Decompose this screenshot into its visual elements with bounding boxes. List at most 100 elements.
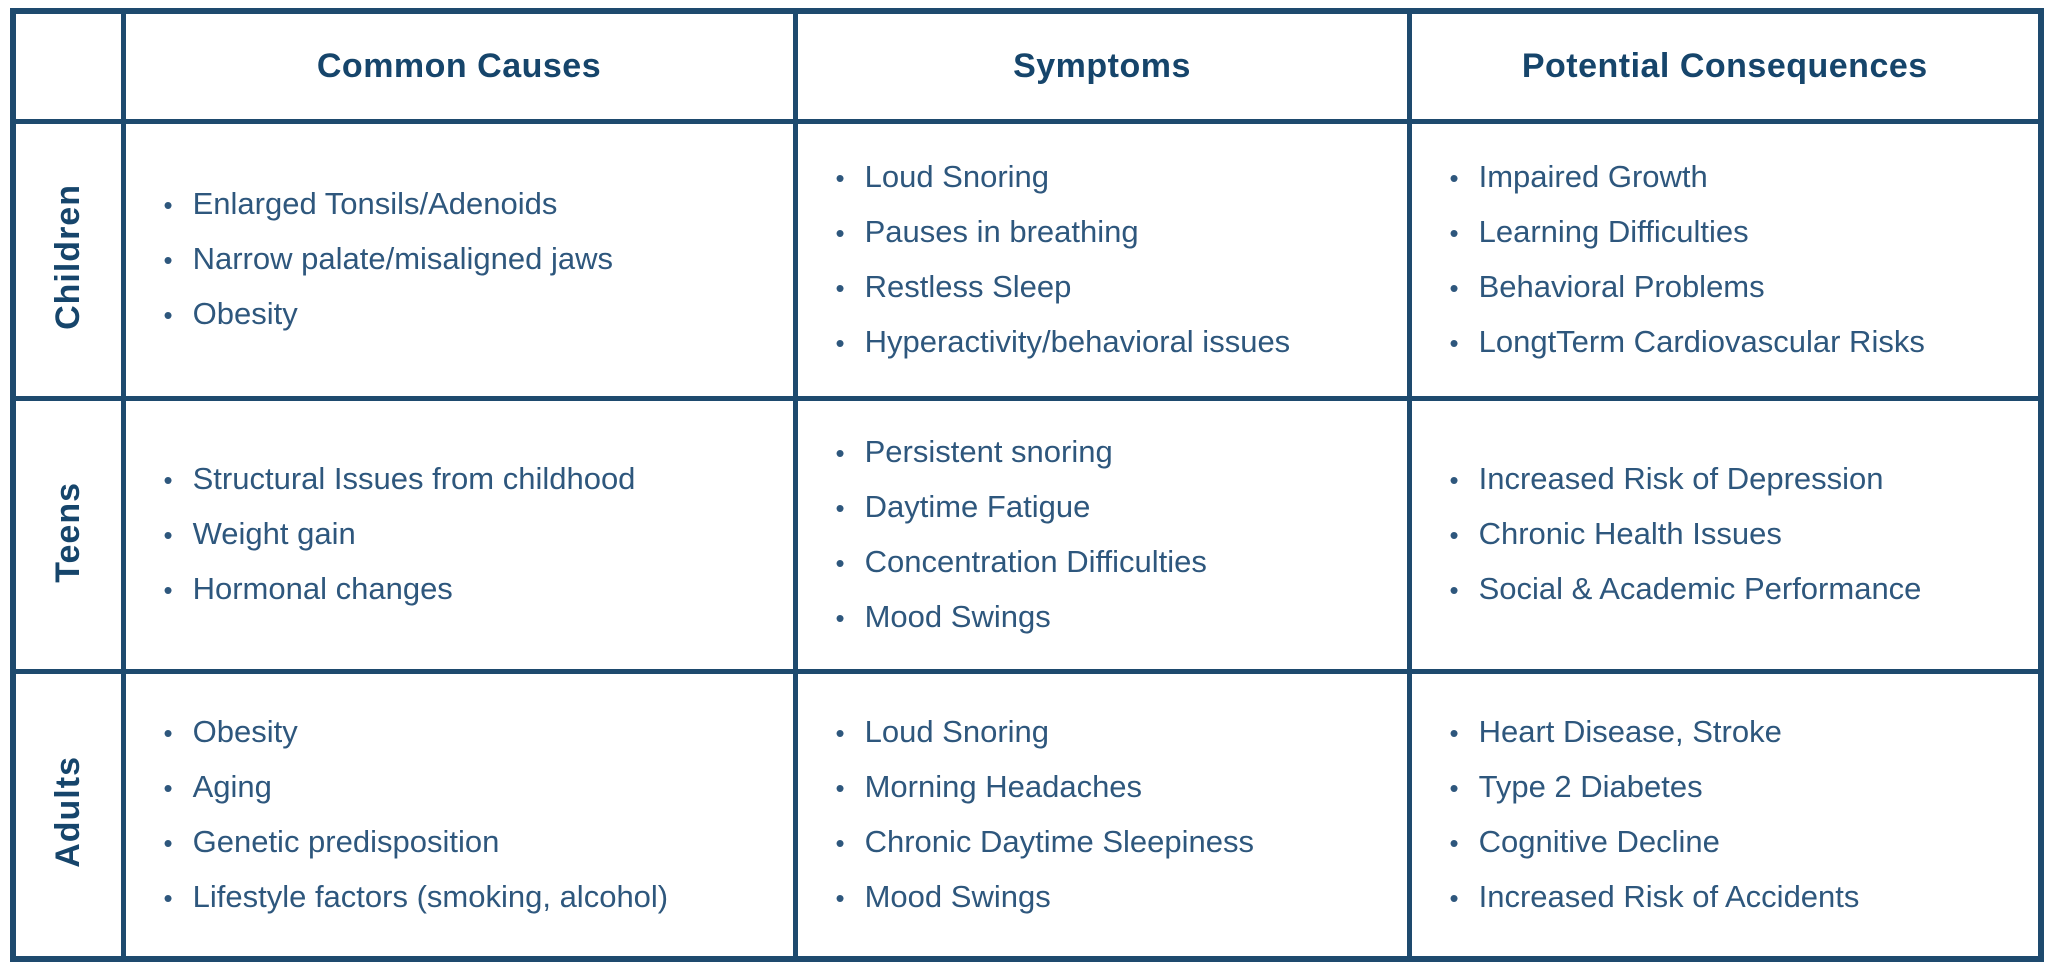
bullet-list: • Loud Snoring • Pauses in breathing • Restle… — [836, 150, 1397, 370]
list-item: • Learning Difficulties — [1450, 205, 2029, 260]
list-item-text: Chronic Health Issues — [1478, 516, 1782, 551]
list-item-text: Hormonal changes — [192, 571, 453, 606]
bullet-icon: • — [1449, 717, 1459, 748]
bullet-list: • Increased Risk of Depression • Chronic He… — [1450, 452, 2029, 617]
bullet-icon: • — [163, 245, 173, 275]
list-item: • Pauses in breathing — [836, 205, 1397, 260]
info-table-wrapper: Common Causes Symptoms Potential Consequ… — [10, 8, 2044, 962]
list-item-text: Social & Academic Performance — [1478, 571, 1922, 606]
cell-adults-potential-consequences: • Heart Disease, Stroke • Type 2 Diabetes • C… — [1406, 668, 2044, 962]
bullet-icon: • — [163, 882, 173, 913]
bullet-icon: • — [1449, 162, 1459, 193]
bullet-list: • Structural Issues from childhood • Weight… — [164, 452, 783, 617]
list-item-text: Behavioral Problems — [1478, 268, 1765, 304]
bullet-icon: • — [1449, 327, 1459, 358]
list-item-text: Pauses in breathing — [864, 213, 1139, 249]
list-item-text: Narrow palate/misaligned jaws — [192, 241, 614, 276]
list-item: • Structural Issues from childhood — [164, 452, 783, 507]
bullet-icon: • — [163, 520, 173, 550]
list-item-text: Obesity — [192, 713, 298, 749]
list-item: • Loud Snoring — [836, 705, 1397, 760]
bullet-icon: • — [835, 827, 845, 858]
bullet-icon: • — [835, 437, 845, 468]
list-item-text: Hyperactivity/behavioral issues — [864, 323, 1291, 359]
header-row: Common Causes Symptoms Potential Consequ… — [10, 8, 2044, 124]
list-item: • Aging — [164, 760, 783, 815]
list-item-text: Daytime Fatigue — [864, 488, 1091, 524]
bullet-list: • Enlarged Tonsils/Adenoids • Narrow palate… — [164, 177, 783, 342]
list-item-text: Cognitive Decline — [1478, 823, 1720, 859]
cell-adults-common-causes: • Obesity • Aging • Genetic predisposition • Li… — [120, 668, 798, 962]
list-item: • Social & Academic Performance — [1450, 562, 2029, 617]
list-item-text: Heart Disease, Stroke — [1478, 713, 1782, 749]
sleep-apnea-age-table: Common Causes Symptoms Potential Consequ… — [10, 8, 2044, 962]
list-item-text: Genetic predisposition — [192, 823, 500, 859]
list-item-text: Loud Snoring — [864, 158, 1050, 194]
list-item-text: Restless Sleep — [864, 268, 1072, 304]
column-header-potential-consequences: Potential Consequences — [1406, 8, 2044, 124]
list-item: • Concentration Difficulties — [836, 535, 1397, 590]
list-item-text: Enlarged Tonsils/Adenoids — [192, 186, 558, 221]
list-item-text: Impaired Growth — [1478, 158, 1708, 194]
bullet-icon: • — [835, 327, 845, 358]
list-item-text: Loud Snoring — [864, 713, 1050, 749]
column-header-common-causes: Common Causes — [120, 8, 798, 124]
list-item: • Narrow palate/misaligned jaws — [164, 232, 783, 287]
bullet-icon: • — [163, 717, 173, 748]
bullet-list: • Impaired Growth • Learning Difficulties • B… — [1450, 150, 2029, 370]
bullet-icon: • — [835, 882, 845, 913]
cell-children-common-causes: • Enlarged Tonsils/Adenoids • Narrow palate… — [120, 118, 798, 401]
bullet-list: • Obesity • Aging • Genetic predisposition • Li… — [164, 705, 783, 925]
list-item: • Chronic Daytime Sleepiness — [836, 815, 1397, 870]
list-item: • Obesity — [164, 705, 783, 760]
list-item: • Chronic Health Issues — [1450, 507, 2029, 562]
list-item: • Weight gain — [164, 507, 783, 562]
bullet-list: • Persistent snoring • Daytime Fatigue • Conc… — [836, 425, 1397, 645]
row-label-text: Teens — [48, 481, 87, 583]
bullet-icon: • — [163, 827, 173, 858]
bullet-icon: • — [1449, 272, 1459, 303]
cell-children-potential-consequences: • Impaired Growth • Learning Difficulties • B… — [1406, 118, 2044, 401]
list-item: • Type 2 Diabetes — [1450, 760, 2029, 815]
list-item-text: Learning Difficulties — [1478, 213, 1749, 249]
bullet-list: • Loud Snoring • Morning Headaches • Chronic … — [836, 705, 1397, 925]
cell-adults-symptoms: • Loud Snoring • Morning Headaches • Chronic … — [792, 668, 1412, 962]
list-item-text: Morning Headaches — [864, 768, 1143, 804]
list-item-text: Concentration Difficulties — [864, 543, 1207, 579]
column-header-symptoms: Symptoms — [792, 8, 1412, 124]
table-header: Common Causes Symptoms Potential Consequ… — [10, 8, 2044, 124]
list-item: • Impaired Growth — [1450, 150, 2029, 205]
table-body: Children • Enlarged Tonsils/Adenoids • Narro… — [10, 118, 2044, 962]
row-label-text: Children — [48, 184, 87, 330]
list-item: • LongtTerm Cardiovascular Risks — [1450, 315, 2029, 370]
list-item: • Enlarged Tonsils/Adenoids — [164, 177, 783, 232]
bullet-icon: • — [163, 190, 173, 220]
row-label-children: Children — [10, 118, 126, 401]
list-item-text: Persistent snoring — [864, 433, 1113, 469]
list-item: • Hyperactivity/behavioral issues — [836, 315, 1397, 370]
bullet-icon: • — [163, 575, 173, 605]
list-item: • Obesity — [164, 287, 783, 342]
bullet-icon: • — [1449, 217, 1459, 248]
bullet-icon: • — [835, 272, 845, 303]
bullet-icon: • — [835, 217, 845, 248]
cell-children-symptoms: • Loud Snoring • Pauses in breathing • Restle… — [792, 118, 1412, 401]
list-item-text: Mood Swings — [864, 878, 1051, 914]
list-item-text: Increased Risk of Accidents — [1478, 878, 1860, 914]
table-row-adults: Adults • Obesity • Aging • Genetic predisposit… — [10, 668, 2044, 962]
bullet-icon: • — [163, 465, 173, 495]
list-item: • Lifestyle factors (smoking, alcohol) — [164, 870, 783, 925]
list-item: • Daytime Fatigue — [836, 480, 1397, 535]
bullet-icon: • — [1449, 575, 1459, 605]
bullet-icon: • — [163, 772, 173, 803]
list-item-text: Lifestyle factors (smoking, alcohol) — [192, 878, 669, 914]
list-item: • Increased Risk of Accidents — [1450, 870, 2029, 925]
list-item: • Morning Headaches — [836, 760, 1397, 815]
list-item: • Persistent snoring — [836, 425, 1397, 480]
bullet-icon: • — [1449, 465, 1459, 495]
corner-cell — [10, 8, 126, 124]
list-item-text: Chronic Daytime Sleepiness — [864, 823, 1255, 859]
list-item-text: Increased Risk of Depression — [1478, 461, 1884, 496]
table-row-teens: Teens • Structural Issues from childhood • W… — [10, 395, 2044, 674]
list-item: • Mood Swings — [836, 590, 1397, 645]
